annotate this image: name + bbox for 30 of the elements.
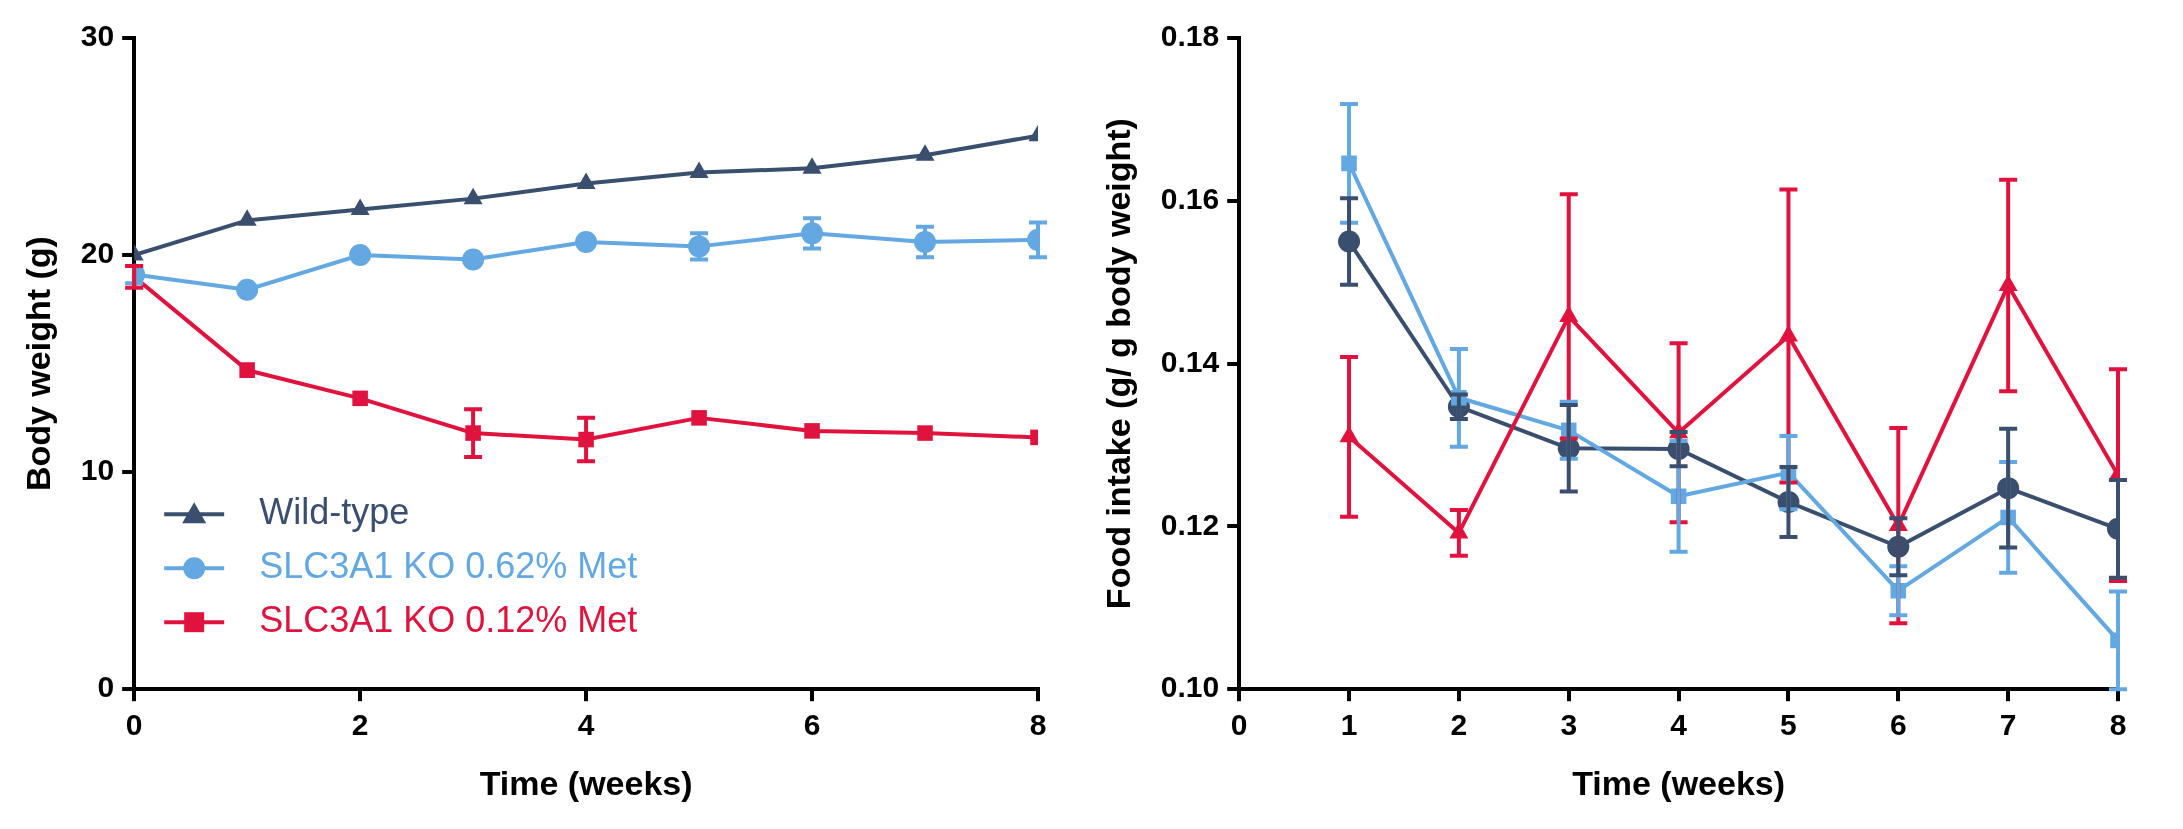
legend-label: SLC3A1 KO 0.62% Met: [259, 545, 638, 587]
x-tick-label: 6: [803, 708, 821, 742]
x-axis-title: Time (weeks): [1572, 763, 1786, 802]
x-tick-label: 2: [1450, 708, 1468, 742]
x-tick-label: 7: [1999, 708, 2017, 742]
x-axis-title: Time (weeks): [479, 763, 693, 802]
y-axis-title: Body weight (g): [18, 236, 57, 492]
x-tick-label: 5: [1780, 708, 1797, 742]
y-tick-label: 0.18: [1160, 19, 1220, 53]
y-tick-label: 0.10: [1160, 670, 1220, 704]
y-tick-label: 0.16: [1160, 182, 1220, 216]
y-axis-title: Food intake (g/ g body weight): [1098, 118, 1137, 610]
x-tick-label: 2: [351, 708, 369, 742]
x-tick-label: 4: [1670, 708, 1688, 742]
x-tick-label: 0: [1230, 708, 1248, 742]
x-tick-label: 3: [1560, 708, 1578, 742]
y-tick-label: 0: [97, 670, 115, 704]
x-tick-label: 6: [1889, 708, 1907, 742]
x-tick-label: 4: [577, 708, 595, 742]
y-tick-label: 30: [80, 19, 115, 53]
y-tick-label: 0.14: [1160, 344, 1220, 378]
y-tick-label: 0.12: [1160, 507, 1220, 541]
y-tick-label: 10: [80, 453, 115, 487]
legend-label: Wild-type: [259, 491, 410, 533]
x-tick-label: 8: [2109, 708, 2127, 742]
x-tick-label: 8: [1029, 708, 1047, 742]
x-tick-label: 1: [1340, 708, 1358, 742]
legend-label: SLC3A1 KO 0.12% Met: [259, 599, 638, 641]
y-tick-label: 20: [80, 236, 115, 270]
x-tick-label: 0: [125, 708, 143, 742]
